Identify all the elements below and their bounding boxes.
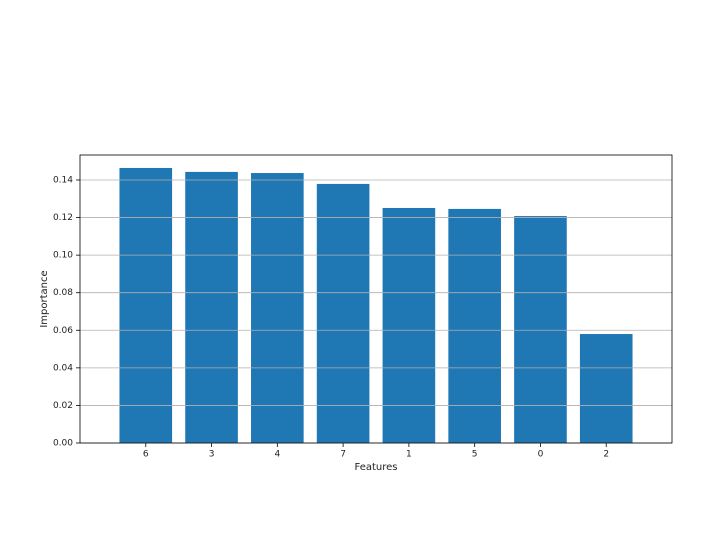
x-tick-label: 6 [143, 450, 149, 460]
bar [514, 216, 567, 443]
x-tick-label: 1 [406, 450, 412, 460]
y-tick-label: 0.12 [53, 213, 73, 223]
bar [119, 167, 173, 443]
y-tick-label: 0.08 [53, 288, 73, 298]
y-tick-label: 0.06 [53, 326, 73, 336]
bar [579, 334, 633, 443]
bar [185, 171, 238, 443]
x-tick-label: 5 [472, 450, 478, 460]
y-tick-label: 0.10 [53, 251, 73, 261]
bar [316, 183, 370, 443]
x-tick-label: 7 [340, 450, 346, 460]
bar [448, 208, 501, 443]
bar [382, 207, 436, 443]
plot-frame [79, 154, 673, 444]
bar [251, 173, 304, 444]
x-tick-label: 3 [209, 450, 215, 460]
y-axis-title: Importance [39, 270, 50, 327]
y-tick-label: 0.04 [53, 363, 73, 373]
x-tick-label: 2 [603, 450, 609, 460]
x-tick-label: 4 [274, 450, 280, 460]
y-tick-label: 0.02 [53, 401, 73, 411]
x-axis-title: Features [355, 462, 398, 473]
x-tick-label: 0 [538, 450, 544, 460]
y-tick-label: 0.00 [53, 439, 73, 449]
y-tick-label: 0.14 [53, 175, 73, 185]
